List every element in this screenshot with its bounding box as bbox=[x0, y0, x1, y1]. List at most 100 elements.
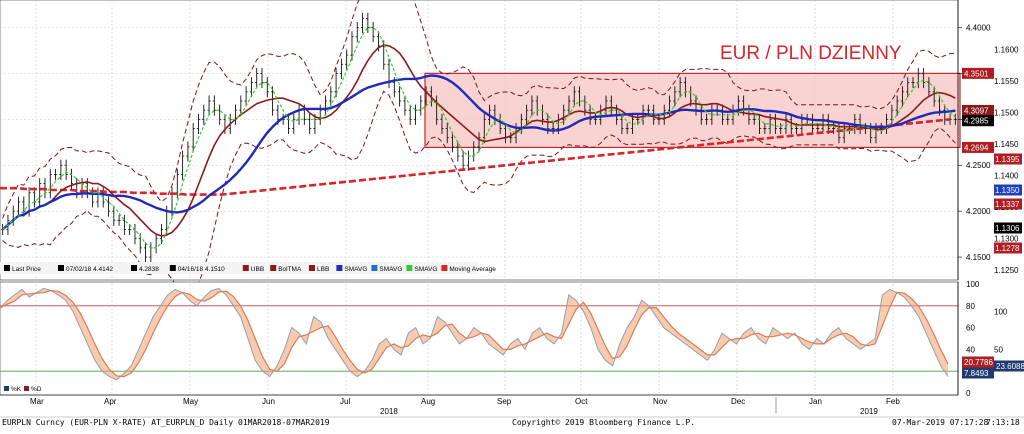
price-tag-label: 4.2694 bbox=[964, 143, 989, 152]
stochastic-panel bbox=[0, 281, 959, 396]
osc-tag-label: 7.8493 bbox=[964, 369, 989, 378]
legend-swatch bbox=[58, 265, 64, 271]
osc-tag bbox=[962, 367, 994, 379]
osc-tag bbox=[962, 356, 994, 368]
osc-tick-label: 40 bbox=[966, 345, 975, 354]
main-price-panel bbox=[0, 0, 961, 299]
osc-tag bbox=[994, 360, 1024, 372]
price-tags: 4.3501 4.3097 4.2985 4.2694 1.1395 1.1350 1.13… bbox=[962, 67, 1022, 254]
osc-tick-label: 60 bbox=[966, 324, 975, 333]
osc-legend-swatch bbox=[4, 386, 9, 391]
osc-tick-label: 0 bbox=[966, 389, 971, 398]
oscillator-legend: %K %D bbox=[4, 386, 42, 393]
stochastic-d-line bbox=[0, 289, 949, 378]
secondary-tag bbox=[994, 242, 1022, 254]
secondary-tag-label: 1.1395 bbox=[995, 155, 1020, 164]
legend-label: Moving Average bbox=[449, 266, 496, 273]
month-label: Jul bbox=[340, 397, 350, 406]
osc-tick-label: 80 bbox=[966, 302, 975, 311]
secondary-tag bbox=[994, 153, 1022, 165]
y-tick-label: 4.2500 bbox=[966, 161, 991, 170]
footer-right-2: 7:13:18 bbox=[986, 418, 1020, 427]
y2-tick-label: 1.1550 bbox=[994, 77, 1019, 86]
y2-tick-label: 1.1450 bbox=[994, 140, 1019, 149]
legend-label: Last Price bbox=[12, 266, 41, 273]
time-axis: Mar Apr May Jun Jul Aug Sep Oct Nov Dec Jan Feb 2018… bbox=[0, 394, 958, 416]
legend-label: 04/16/18 4.1510 bbox=[178, 266, 225, 273]
legend-label: UBB bbox=[251, 266, 264, 273]
y2-tick-label: 1.1400 bbox=[994, 172, 1019, 181]
month-label: Apr bbox=[104, 397, 117, 406]
price-tag bbox=[962, 141, 994, 153]
y2-tick-label: 1.1250 bbox=[994, 266, 1019, 275]
legend-label: 4.2838 bbox=[139, 266, 159, 273]
price-tag bbox=[962, 115, 994, 127]
legend-swatch bbox=[270, 265, 277, 271]
month-label: Dec bbox=[731, 397, 745, 406]
legend-swatch bbox=[441, 265, 448, 271]
price-tag bbox=[962, 104, 994, 116]
legend-swatch bbox=[4, 265, 10, 271]
y-tick-label: 4.2000 bbox=[966, 207, 991, 216]
secondary-tag-label: 1.1278 bbox=[995, 244, 1020, 253]
osc-legend-label: %K bbox=[11, 386, 22, 393]
year-label: 2019 bbox=[860, 407, 878, 416]
footer-left: EURPLN Curncy (EUR-PLN X-RATE) AT_EURPLN… bbox=[2, 418, 330, 427]
legend-swatch bbox=[169, 265, 176, 271]
secondary-tag bbox=[994, 198, 1022, 210]
y2-tick-label: 1.1500 bbox=[994, 109, 1019, 118]
stochastic-k-line bbox=[0, 287, 949, 381]
osc-legend-label: %D bbox=[31, 386, 42, 393]
month-label: Mar bbox=[30, 397, 44, 406]
y-tick-label: 4.4000 bbox=[966, 24, 991, 33]
secondary-tag bbox=[994, 222, 1022, 234]
osc-secondary-tick: 100 bbox=[994, 307, 1008, 316]
month-label: May bbox=[183, 397, 198, 406]
legend-label: BolTMA bbox=[278, 266, 302, 273]
secondary-tag-label: 1.1350 bbox=[995, 186, 1020, 195]
chart-title: EUR / PLN DZIENNY bbox=[720, 43, 902, 64]
osc-secondary-tick: 50 bbox=[994, 345, 1003, 354]
secondary-tag bbox=[994, 184, 1022, 196]
month-label: Jan bbox=[809, 397, 822, 406]
month-label: Feb bbox=[886, 397, 900, 406]
legend-swatch bbox=[371, 265, 378, 271]
month-label: Jun bbox=[262, 397, 275, 406]
month-label: Aug bbox=[421, 397, 435, 406]
upper-bollinger-band bbox=[2, 0, 956, 219]
smavg-green-line bbox=[2, 26, 956, 249]
osc-tick-label: 100 bbox=[966, 280, 980, 289]
y-tick-label: 4.1500 bbox=[966, 253, 991, 262]
legend-label: SMAVG bbox=[344, 266, 367, 273]
price-tag-label: 4.3501 bbox=[964, 69, 989, 78]
oscillator-tags: 20.7786 23.6088 7.8493 bbox=[962, 356, 1024, 379]
month-label: Sep bbox=[497, 397, 512, 406]
bollinger-middle-line bbox=[2, 44, 956, 237]
footer-center: Copyright© 2019 Bloomberg Finance L.P. bbox=[512, 418, 695, 427]
legend-label: SMAVG bbox=[414, 266, 437, 273]
secondary-tag-label: 1.1337 bbox=[995, 200, 1020, 209]
price-tag-label: 4.3097 bbox=[964, 106, 989, 115]
month-label: Nov bbox=[653, 397, 667, 406]
main-legend: Last Price 07/02/18 4.4142 4.2838 04/16/18 … bbox=[4, 265, 496, 273]
y2-tick-label: 1.1300 bbox=[994, 235, 1019, 244]
footer-right: 07-Mar-2019 07:17:28 bbox=[892, 418, 989, 427]
secondary-tag-label: 1.1306 bbox=[995, 224, 1020, 233]
price-tag-label: 4.2985 bbox=[964, 117, 989, 126]
y2-tick-label: 1.1600 bbox=[994, 46, 1019, 55]
legend-label: SMAVG bbox=[379, 266, 402, 273]
smavg-blue-line bbox=[1, 74, 956, 231]
legend-swatch bbox=[131, 265, 137, 271]
legend-swatch bbox=[336, 265, 343, 271]
osc-tag-label: 23.6088 bbox=[996, 362, 1024, 371]
year-label: 2018 bbox=[380, 407, 398, 416]
moving-average-long bbox=[0, 118, 951, 196]
legend-label: LBB bbox=[317, 266, 329, 273]
price-tag bbox=[962, 67, 994, 79]
lower-bollinger-band bbox=[2, 90, 956, 299]
legend-swatch bbox=[309, 265, 315, 271]
legend-swatch bbox=[242, 265, 249, 271]
osc-tag-label: 20.7786 bbox=[964, 358, 993, 367]
legend-label: 07/02/18 4.4142 bbox=[66, 266, 113, 273]
